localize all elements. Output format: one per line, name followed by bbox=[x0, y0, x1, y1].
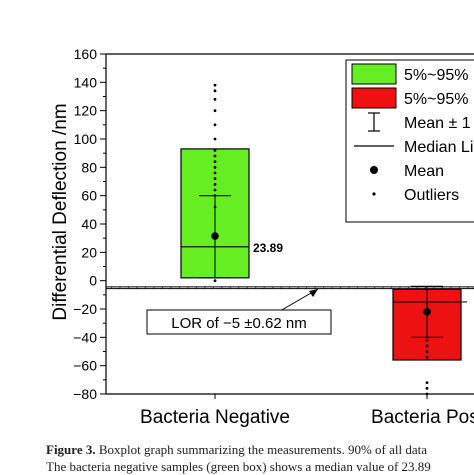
x-category-label: Bacteria Negative bbox=[140, 407, 290, 428]
box-group bbox=[392, 285, 467, 396]
y-tick-label: −40 bbox=[73, 329, 97, 345]
legend-frame bbox=[345, 59, 474, 223]
outlier-point bbox=[425, 381, 429, 385]
lor-annotation: LOR of −5 ±0.62 nm bbox=[146, 288, 332, 335]
boxes-layer: 23.89 bbox=[180, 83, 467, 396]
y-tick-label: 160 bbox=[74, 46, 98, 62]
caption-line-1: Figure 3. Boxplot graph summarizing the … bbox=[46, 441, 474, 458]
outlier-point bbox=[213, 97, 217, 101]
lor-band bbox=[105, 286, 474, 290]
outlier-point bbox=[425, 386, 429, 390]
annotation-text: LOR of −5 ±0.62 nm bbox=[171, 315, 306, 332]
legend-swatch-green bbox=[351, 63, 397, 85]
y-tick-label: 100 bbox=[74, 131, 98, 147]
y-tick-label: 80 bbox=[81, 159, 97, 175]
legend: 5%~95% 5%~95% Mean ± 1 Median Li Mean Outlier… bbox=[345, 59, 474, 223]
legend-entry-label: 5%~95% bbox=[404, 91, 469, 108]
outlier-point bbox=[213, 182, 217, 186]
outlier-point bbox=[213, 194, 217, 198]
outlier-point bbox=[213, 160, 217, 164]
y-tick-label: 120 bbox=[74, 103, 98, 119]
axes-layer: Bacteria Negative Bacteria Posi bbox=[105, 53, 474, 428]
y-axis-label: Differential Deflection /nm bbox=[50, 103, 71, 320]
legend-mean-symbol bbox=[370, 166, 378, 174]
legend-outlier-symbol bbox=[372, 192, 376, 196]
legend-entry-label: Mean ± 1 bbox=[404, 115, 471, 132]
y-tick-label: 20 bbox=[81, 244, 97, 260]
outlier-point bbox=[213, 148, 217, 152]
x-category-label: Bacteria Posi bbox=[371, 407, 474, 428]
y-tick-label: −20 bbox=[73, 301, 97, 317]
outlier-point bbox=[425, 355, 429, 359]
y-tick-label: 0 bbox=[89, 273, 97, 289]
outlier-point bbox=[213, 154, 217, 158]
caption-text-1: Boxplot graph summarizing the measuremen… bbox=[95, 442, 428, 457]
legend-entry-label: Median Li bbox=[404, 139, 473, 156]
median-label: 23.89 bbox=[253, 241, 283, 255]
outlier-point bbox=[213, 89, 217, 93]
y-tick-label: −60 bbox=[73, 358, 97, 374]
annotation-arrowhead bbox=[309, 289, 318, 297]
lor-band-layer bbox=[105, 286, 474, 290]
annotation-box bbox=[146, 309, 332, 335]
y-tick-label: −80 bbox=[73, 386, 97, 402]
outlier-point bbox=[425, 344, 429, 348]
y-tick-label: 140 bbox=[74, 74, 98, 90]
legend-entry-label: Outliers bbox=[404, 187, 459, 204]
mean-dot bbox=[423, 308, 431, 316]
outlier-point bbox=[425, 350, 429, 353]
caption-line-2: The bacteria negative samples (green box… bbox=[46, 459, 431, 474]
y-tick-label: 40 bbox=[81, 216, 97, 232]
outlier-point bbox=[213, 279, 217, 283]
outlier-point bbox=[213, 205, 217, 209]
outlier-point bbox=[213, 137, 217, 141]
outlier-point bbox=[213, 109, 217, 113]
outlier-point bbox=[425, 338, 429, 342]
y-tick-label: 60 bbox=[81, 188, 97, 204]
outlier-point bbox=[213, 123, 217, 127]
outlier-point bbox=[213, 188, 217, 192]
outlier-point bbox=[213, 171, 217, 175]
figure-caption: Figure 3. Boxplot graph summarizing the … bbox=[46, 441, 474, 475]
caption-label: Figure 3. bbox=[46, 442, 96, 457]
outlier-point bbox=[213, 177, 217, 181]
legend-entry-label: Mean bbox=[404, 163, 444, 180]
legend-entry-label: 5%~95% bbox=[404, 67, 469, 84]
y-axis-ticks: −80 −60 −40 −20 0 20 40 60 80 100 120 140 160 bbox=[73, 46, 106, 402]
outlier-point bbox=[213, 83, 217, 87]
box-group: 23.89 bbox=[180, 83, 283, 283]
outlier-point bbox=[213, 165, 217, 169]
mean-dot bbox=[211, 232, 219, 240]
legend-swatch-red bbox=[351, 87, 397, 109]
